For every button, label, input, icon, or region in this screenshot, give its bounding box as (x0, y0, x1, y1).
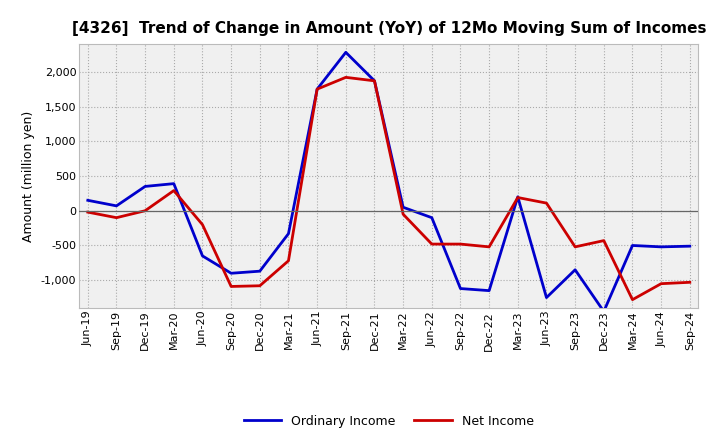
Net Income (628, 297, 636, 302)
Net Income (542, 201, 551, 206)
Title: [4326]  Trend of Change in Amount (YoY) of 12Mo Moving Sum of Incomes: [4326] Trend of Change in Amount (YoY) o… (71, 21, 706, 36)
Ordinary Income (513, 194, 522, 199)
Y-axis label: Amount (million yen): Amount (million yen) (22, 110, 35, 242)
Ordinary Income (628, 243, 636, 248)
Net Income (112, 215, 121, 220)
Net Income (341, 75, 350, 80)
Ordinary Income (256, 268, 264, 274)
Net Income (141, 208, 150, 213)
Ordinary Income (312, 87, 321, 92)
Ordinary Income (657, 244, 665, 249)
Ordinary Income (84, 198, 92, 203)
Ordinary Income (571, 267, 580, 272)
Net Income (312, 87, 321, 92)
Ordinary Income (600, 309, 608, 314)
Net Income (600, 238, 608, 243)
Net Income (198, 222, 207, 227)
Legend: Ordinary Income, Net Income: Ordinary Income, Net Income (244, 414, 534, 428)
Line: Net Income: Net Income (88, 77, 690, 300)
Net Income (571, 244, 580, 249)
Net Income (227, 284, 235, 289)
Ordinary Income (227, 271, 235, 276)
Ordinary Income (198, 253, 207, 259)
Net Income (685, 280, 694, 285)
Net Income (399, 212, 408, 217)
Net Income (485, 244, 493, 249)
Net Income (370, 78, 379, 84)
Ordinary Income (542, 295, 551, 300)
Ordinary Income (169, 181, 178, 186)
Ordinary Income (685, 243, 694, 249)
Ordinary Income (399, 205, 408, 210)
Ordinary Income (428, 215, 436, 220)
Net Income (84, 209, 92, 215)
Net Income (428, 242, 436, 247)
Ordinary Income (341, 50, 350, 55)
Ordinary Income (141, 184, 150, 189)
Net Income (456, 242, 465, 247)
Net Income (256, 283, 264, 288)
Net Income (284, 258, 293, 264)
Net Income (169, 188, 178, 193)
Ordinary Income (456, 286, 465, 291)
Ordinary Income (370, 78, 379, 84)
Net Income (657, 281, 665, 286)
Net Income (513, 195, 522, 200)
Ordinary Income (112, 203, 121, 209)
Ordinary Income (284, 231, 293, 236)
Line: Ordinary Income: Ordinary Income (88, 52, 690, 312)
Ordinary Income (485, 288, 493, 293)
